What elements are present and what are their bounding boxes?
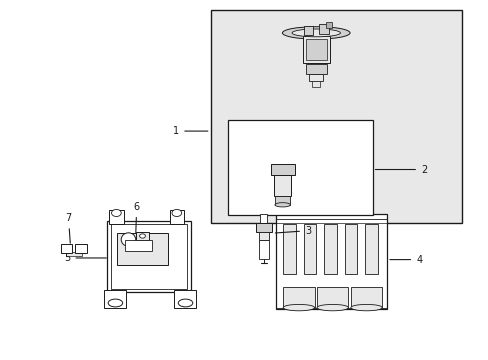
- Bar: [312, 81, 320, 87]
- Bar: [303, 36, 329, 63]
- Ellipse shape: [316, 305, 348, 311]
- Bar: [174, 290, 196, 307]
- Bar: [344, 224, 357, 274]
- Text: 6: 6: [133, 202, 140, 233]
- Bar: [260, 214, 266, 222]
- Ellipse shape: [350, 305, 382, 311]
- Ellipse shape: [108, 299, 122, 307]
- Bar: [274, 196, 290, 205]
- Ellipse shape: [291, 29, 340, 37]
- Bar: [259, 239, 268, 259]
- Text: 2: 2: [375, 165, 427, 175]
- Circle shape: [172, 210, 181, 216]
- Bar: [256, 222, 271, 233]
- Circle shape: [139, 234, 145, 238]
- Ellipse shape: [282, 27, 349, 39]
- Bar: [275, 214, 386, 309]
- Bar: [109, 210, 123, 224]
- Bar: [125, 240, 151, 251]
- Bar: [305, 39, 326, 60]
- Text: 7: 7: [65, 213, 72, 243]
- Bar: [169, 210, 183, 224]
- Bar: [350, 287, 382, 307]
- Bar: [316, 287, 348, 307]
- Bar: [258, 233, 268, 239]
- Bar: [75, 244, 87, 253]
- Text: 3: 3: [275, 226, 310, 236]
- Bar: [283, 224, 295, 274]
- Ellipse shape: [283, 305, 314, 311]
- Ellipse shape: [121, 233, 136, 246]
- Bar: [303, 224, 316, 274]
- Bar: [273, 175, 291, 196]
- Text: 1: 1: [173, 126, 207, 136]
- Ellipse shape: [178, 299, 192, 307]
- Bar: [309, 75, 323, 81]
- Bar: [106, 221, 191, 292]
- Bar: [104, 290, 126, 307]
- Bar: [324, 224, 336, 274]
- Bar: [270, 164, 294, 175]
- Bar: [305, 64, 326, 75]
- Bar: [210, 10, 461, 222]
- Bar: [227, 120, 372, 215]
- Bar: [325, 22, 331, 28]
- Bar: [65, 252, 82, 256]
- Bar: [110, 224, 187, 289]
- Bar: [61, 244, 72, 253]
- Bar: [318, 24, 328, 34]
- Bar: [283, 287, 314, 307]
- Circle shape: [111, 210, 121, 216]
- Text: 4: 4: [389, 255, 421, 265]
- Bar: [136, 233, 149, 240]
- Bar: [365, 224, 377, 274]
- Text: 5: 5: [64, 253, 106, 263]
- Bar: [304, 26, 312, 35]
- Ellipse shape: [274, 203, 290, 207]
- Bar: [117, 233, 168, 265]
